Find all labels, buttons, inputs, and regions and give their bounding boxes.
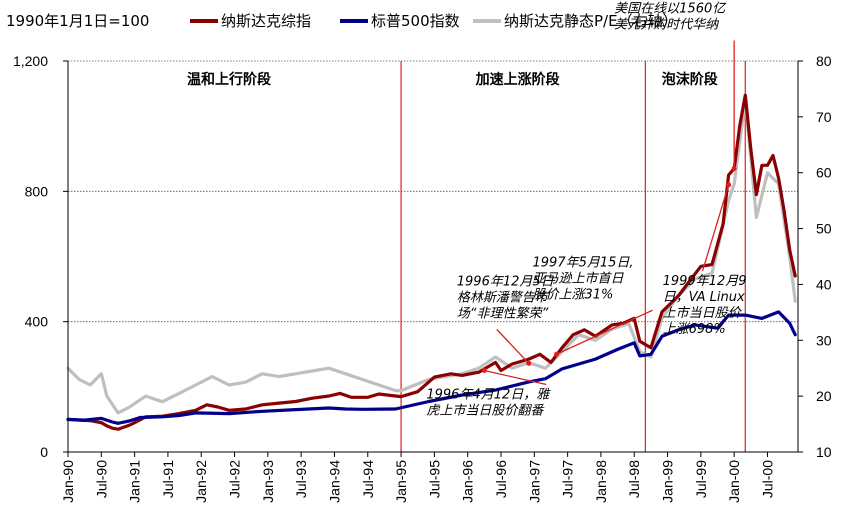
x-tick-label: Jan-00 — [726, 460, 742, 503]
annotation-arrow — [701, 184, 730, 272]
x-tick-label: Jul-94 — [360, 460, 376, 498]
legend-label-nasdaq: 纳斯达克综指 — [221, 12, 311, 30]
x-tick-label: Jul-00 — [759, 460, 775, 498]
y-left-tick-label: 800 — [25, 183, 49, 199]
annotation-text: 美国在线以1560亿 — [614, 2, 727, 17]
legend: 1990年1月1日=100 纳斯达克综指 标普500指数 纳斯达克静态P/E（右… — [6, 12, 678, 30]
x-tick-label: Jul-90 — [93, 460, 109, 498]
x-tick-label: Jul-96 — [493, 460, 509, 498]
y-right-tick-label: 60 — [816, 165, 832, 181]
annotation-arrowhead — [526, 360, 532, 366]
axes — [63, 60, 803, 457]
annotation-text: 2000年1月10日, — [614, 0, 715, 1]
series-lines — [66, 93, 797, 431]
annotation-arrow — [496, 328, 530, 364]
annotation-arrow — [484, 369, 547, 386]
x-tick-label: Jul-95 — [426, 460, 442, 498]
annotation-text: 格林斯潘警告市 — [457, 289, 550, 305]
series-line — [66, 93, 797, 431]
y-left-tick-label: 1,200 — [13, 53, 48, 69]
annotation-arrowhead — [481, 368, 487, 374]
x-tick-label: Jul-99 — [693, 460, 709, 498]
series-line — [66, 98, 797, 415]
phase-dividers — [400, 61, 746, 452]
annotation-arrowhead — [554, 351, 560, 357]
x-tick-label: Jan-99 — [660, 460, 676, 503]
x-tick-label: Jan-97 — [526, 460, 542, 503]
phase-label: 泡沫阶段 — [662, 71, 718, 88]
x-tick-label: Jan-93 — [260, 460, 276, 503]
x-tick-label: Jul-91 — [160, 460, 176, 498]
annotation-text: 1999年12月9 — [663, 274, 747, 289]
annotation-text: 上市当日股价 — [663, 305, 743, 321]
phase-label: 加速上涨阶段 — [475, 71, 560, 88]
x-tick-label: Jan-94 — [326, 460, 342, 503]
annotation-text: 亚马逊上市首日 — [533, 270, 625, 286]
annotation-arrow — [556, 309, 653, 355]
x-tick-label: Jul-98 — [626, 460, 642, 498]
annotation-text: 1997年5月15日, — [533, 255, 634, 270]
series-line — [66, 310, 797, 425]
y-right-tick-label: 80 — [816, 53, 832, 69]
x-tick-label: Jul-93 — [293, 460, 309, 498]
annotation-arrowhead — [731, 166, 737, 172]
legend-label-pe: 纳斯达克静态P/E（右轴） — [504, 12, 678, 30]
x-tick-label: Jan-98 — [593, 460, 609, 503]
annotation-text: 场“非理性繁荣” — [457, 306, 549, 321]
x-tick-label: Jul-92 — [227, 460, 243, 498]
x-tick-label: Jul-97 — [560, 460, 576, 498]
annotation-text: 1996年4月12日，雅 — [426, 388, 551, 403]
annotation-text: 1996年12月5日 — [457, 274, 555, 289]
annotation-arrowhead — [726, 182, 732, 188]
annotation-text: 美元并购时代华纳 — [614, 18, 719, 33]
y-right-tick-label: 30 — [816, 332, 832, 348]
y-left-tick-label: 400 — [25, 314, 49, 330]
x-tick-label: Jan-95 — [393, 460, 409, 503]
x-tick-label: Jan-91 — [127, 460, 143, 503]
annotation-text: 上涨698% — [663, 322, 726, 337]
x-tick-label: Jan-92 — [193, 460, 209, 503]
x-tick-label: Jan-90 — [60, 460, 76, 503]
phase-label: 温和上行阶段 — [187, 71, 271, 88]
annotation-text: 股价上涨31% — [533, 287, 614, 302]
y-right-tick-label: 20 — [816, 388, 832, 404]
text-labels: 0 400 800 1,200 10 20 30 40 50 60 70 80 Jan-90 Jul-90… — [13, 0, 832, 503]
y-right-tick-label: 70 — [816, 109, 832, 125]
legend-label-sp500: 标普500指数 — [371, 12, 460, 30]
y-right-tick-label: 10 — [816, 444, 832, 460]
annotation-text: 虎上市当日股价翻番 — [426, 403, 545, 419]
x-tick-label: Jan-96 — [460, 460, 476, 503]
base-note: 1990年1月1日=100 — [6, 12, 149, 30]
y-left-tick-label: 0 — [40, 444, 48, 460]
y-right-tick-label: 50 — [816, 221, 832, 237]
y-right-tick-label: 40 — [816, 276, 832, 292]
annotation-text: 日，VA Linux — [663, 290, 745, 305]
